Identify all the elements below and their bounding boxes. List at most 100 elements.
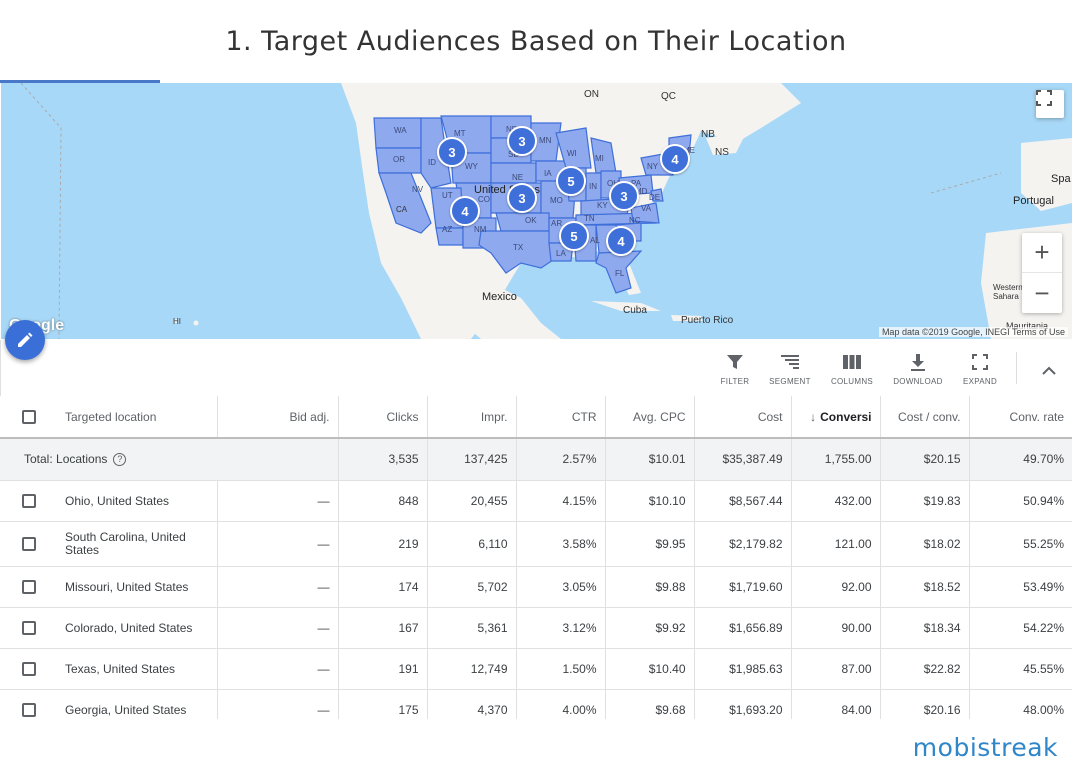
map-cluster-marker[interactable]: 3 xyxy=(437,137,467,167)
map-label-tx: TX xyxy=(513,243,524,252)
cost-cell: $1,656.89 xyxy=(694,607,792,649)
bid-cell[interactable]: — xyxy=(217,521,339,567)
sort-down-arrow-icon: ↓ xyxy=(810,409,817,424)
header-conversions[interactable]: ↓ Conversi xyxy=(791,396,881,439)
land-nova-scotia xyxy=(706,133,746,155)
filter-button[interactable]: FILTER xyxy=(705,352,765,386)
bid-cell[interactable]: — xyxy=(217,480,339,522)
row-checkbox[interactable] xyxy=(21,493,36,508)
cost-cell: $1,693.20 xyxy=(694,689,792,719)
row-select-cell xyxy=(0,648,57,690)
header-impr[interactable]: Impr. xyxy=(427,396,517,439)
columns-button[interactable]: COLUMNS xyxy=(822,352,882,386)
location-cell[interactable]: Texas, United States xyxy=(57,648,218,690)
header-clicks[interactable]: Clicks xyxy=(338,396,428,439)
map-label-de: DE xyxy=(649,193,661,202)
map-label-nv: NV xyxy=(412,185,424,194)
bid-cell[interactable]: — xyxy=(217,689,339,719)
impr-cell: 4,370 xyxy=(427,689,517,719)
cpc-cell: $10.10 xyxy=(605,480,695,522)
header-cost-per-conv[interactable]: Cost / conv. xyxy=(880,396,970,439)
land-caribbean xyxy=(671,315,703,321)
conv-rate-cell: 55.25% xyxy=(969,521,1072,567)
collapse-map-button[interactable] xyxy=(1037,358,1061,382)
map-cluster-marker[interactable]: 4 xyxy=(660,144,690,174)
map-fullscreen-button[interactable] xyxy=(1036,90,1064,118)
land-canada-east xyxy=(641,83,801,143)
map-label-oh: OH xyxy=(607,179,619,188)
select-all-checkbox[interactable] xyxy=(21,409,36,424)
total-clicks: 3,535 xyxy=(338,438,428,481)
header-ctr[interactable]: CTR xyxy=(516,396,606,439)
location-map[interactable]: ON QC NB NS Mexico Cuba Puerto Rico HI P… xyxy=(1,83,1072,339)
location-cell[interactable]: South Carolina, United States xyxy=(57,521,218,567)
map-label-qc: QC xyxy=(661,91,676,102)
header-conversions-label: Conversi xyxy=(820,409,872,424)
bid-cell[interactable]: — xyxy=(217,607,339,649)
fullscreen-icon xyxy=(1036,90,1052,106)
ctr-cell: 4.00% xyxy=(516,689,606,719)
active-tab-indicator xyxy=(0,80,160,83)
map-cluster-marker[interactable]: 3 xyxy=(507,183,537,213)
land-mexico xyxy=(396,253,561,339)
map-attribution[interactable]: Map data ©2019 Google, INEGI Terms of Us… xyxy=(878,327,1068,337)
row-checkbox[interactable] xyxy=(21,579,36,594)
total-cpc: $10.01 xyxy=(605,438,695,481)
row-checkbox[interactable] xyxy=(21,536,36,551)
cost-cell: $8,567.44 xyxy=(694,480,792,522)
header-cost[interactable]: Cost xyxy=(694,396,792,439)
table-row[interactable]: Ohio, United States — 848 20,455 4.15% $… xyxy=(0,480,1072,522)
table-row[interactable]: Colorado, United States — 167 5,361 3.12… xyxy=(0,607,1072,649)
location-cell[interactable]: Missouri, United States xyxy=(57,566,218,608)
location-cell[interactable]: Georgia, United States xyxy=(57,689,218,719)
location-cell[interactable]: Colorado, United States xyxy=(57,607,218,649)
header-avg-cpc[interactable]: Avg. CPC xyxy=(605,396,695,439)
help-icon[interactable]: ? xyxy=(113,453,127,467)
download-button[interactable]: DOWNLOAD xyxy=(888,352,948,386)
map-label-id: ID xyxy=(428,158,436,167)
row-select-cell xyxy=(0,566,57,608)
map-cluster-marker[interactable]: 3 xyxy=(507,126,537,156)
map-label-ut: UT xyxy=(442,191,453,200)
row-checkbox[interactable] xyxy=(21,702,36,717)
row-checkbox[interactable] xyxy=(21,661,36,676)
table-row[interactable]: South Carolina, United States — 219 6,11… xyxy=(0,521,1072,567)
header-targeted-location[interactable]: Targeted location xyxy=(57,396,218,439)
map-cluster-marker[interactable]: 5 xyxy=(556,166,586,196)
edit-locations-button[interactable] xyxy=(5,320,45,360)
expand-button[interactable]: EXPAND xyxy=(950,352,1010,386)
map-drawing xyxy=(20,83,1072,339)
row-checkbox[interactable] xyxy=(21,620,36,635)
land-iberia xyxy=(1021,138,1072,211)
table-row[interactable]: Missouri, United States — 174 5,702 3.05… xyxy=(0,566,1072,608)
row-select-cell xyxy=(0,607,57,649)
segment-button[interactable]: SEGMENT xyxy=(760,352,820,386)
map-label-ia: IA xyxy=(544,169,552,178)
cost-conv-cell: $19.83 xyxy=(880,480,970,522)
map-label-co: CO xyxy=(478,195,490,204)
map-label-ar: AR xyxy=(551,219,563,228)
map-cluster-marker[interactable]: 4 xyxy=(450,196,480,226)
map-cluster-marker[interactable]: 4 xyxy=(606,226,636,256)
bid-cell[interactable]: — xyxy=(217,566,339,608)
zoom-out-button[interactable]: − xyxy=(1034,277,1050,308)
cpc-cell: $9.88 xyxy=(605,566,695,608)
bid-cell[interactable]: — xyxy=(217,648,339,690)
header-conv-rate[interactable]: Conv. rate xyxy=(969,396,1072,439)
clicks-cell: 167 xyxy=(338,607,428,649)
cpc-cell: $9.92 xyxy=(605,607,695,649)
table-row[interactable]: Texas, United States — 191 12,749 1.50% … xyxy=(0,648,1072,690)
map-label-nm: NM xyxy=(474,225,487,234)
table-row[interactable]: Georgia, United States — 175 4,370 4.00%… xyxy=(0,689,1072,719)
map-cluster-marker[interactable]: 3 xyxy=(609,181,639,211)
clicks-cell: 174 xyxy=(338,566,428,608)
total-conv: 1,755.00 xyxy=(791,438,881,481)
zoom-in-button[interactable]: + xyxy=(1022,233,1062,273)
conv-rate-cell: 45.55% xyxy=(969,648,1072,690)
cost-conv-cell: $18.52 xyxy=(880,566,970,608)
header-bid-adj[interactable]: Bid adj. xyxy=(217,396,339,439)
map-cluster-marker[interactable]: 5 xyxy=(559,221,589,251)
conv-rate-cell: 54.22% xyxy=(969,607,1072,649)
location-cell[interactable]: Ohio, United States xyxy=(57,480,218,522)
map-label-wa: WA xyxy=(394,126,407,135)
